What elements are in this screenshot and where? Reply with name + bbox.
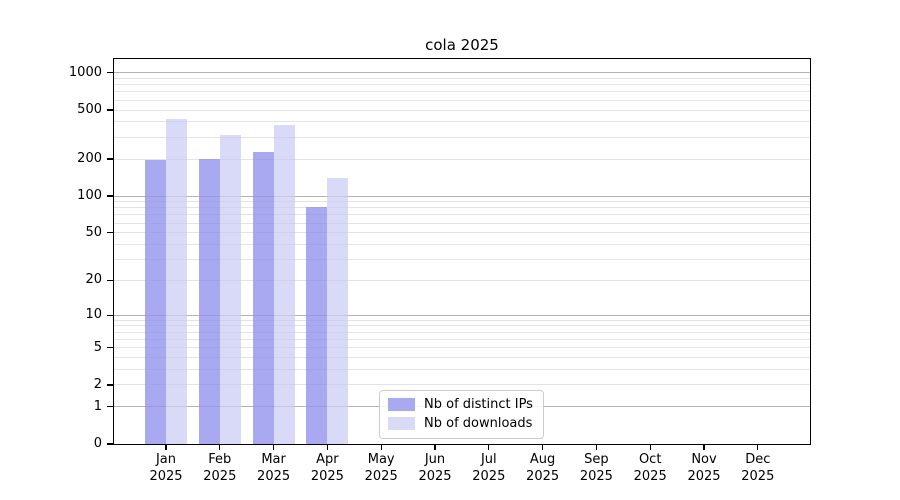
minor-gridline — [114, 347, 810, 349]
x-tick-label-jun: Jun 2025 — [418, 452, 452, 484]
y-tick-label: 20 — [85, 272, 102, 288]
x-tick-mark — [434, 444, 436, 450]
minor-gridline — [114, 109, 810, 111]
minor-gridline — [114, 222, 810, 224]
y-tick-label: 50 — [85, 224, 102, 240]
bar-nb-of-downloads-feb — [219, 134, 241, 444]
minor-gridline — [114, 331, 810, 333]
minor-gridline — [114, 319, 810, 321]
y-tick-label: 10 — [85, 307, 102, 323]
y-tick-mark — [107, 158, 114, 160]
y-tick-label: 500 — [77, 102, 102, 118]
y-tick-mark — [107, 195, 114, 197]
legend: Nb of distinct IPs Nb of downloads — [379, 390, 544, 439]
minor-gridline — [114, 325, 810, 327]
x-tick-label-dec: Dec 2025 — [741, 452, 775, 484]
minor-gridline — [114, 158, 810, 160]
minor-gridline — [114, 232, 810, 234]
x-tick-label-jul: Jul 2025 — [472, 452, 506, 484]
y-tick-label: 2 — [93, 376, 102, 392]
x-tick-label-sep: Sep 2025 — [579, 452, 613, 484]
y-tick-label: 100 — [77, 188, 102, 204]
x-tick-mark — [542, 444, 544, 450]
bar-nb-of-distinct-ips-feb — [198, 159, 220, 444]
x-tick-mark — [649, 444, 651, 450]
x-tick-mark — [273, 444, 275, 450]
major-gridline — [114, 314, 810, 316]
x-tick-label-oct: Oct 2025 — [633, 452, 667, 484]
legend-swatch-downloads — [388, 417, 415, 430]
minor-gridline — [114, 369, 810, 371]
bars-layer — [114, 59, 810, 444]
y-tick-mark — [107, 72, 114, 74]
y-tick-mark — [107, 347, 114, 349]
y-tick-mark — [107, 406, 114, 408]
minor-gridline — [114, 384, 810, 386]
minor-gridline — [114, 136, 810, 138]
bar-nb-of-downloads-jan — [166, 118, 187, 444]
minor-gridline — [114, 259, 810, 260]
y-tick-mark — [107, 232, 114, 234]
minor-gridline — [114, 357, 810, 359]
x-tick-mark — [165, 444, 167, 450]
legend-label-downloads: Nb of downloads — [424, 416, 533, 431]
y-tick-mark — [107, 109, 114, 111]
x-tick-label-feb: Feb 2025 — [203, 452, 237, 484]
x-tick-mark — [326, 444, 328, 450]
bar-nb-of-downloads-mar — [273, 125, 295, 444]
y-tick-mark — [107, 314, 114, 316]
y-tick-label: 200 — [77, 151, 102, 167]
major-gridline — [114, 195, 810, 197]
x-tick-label-aug: Aug 2025 — [526, 452, 560, 484]
minor-gridline — [114, 214, 810, 216]
y-tick-label: 0 — [93, 436, 102, 451]
gridlines-layer — [114, 59, 810, 444]
minor-gridline — [114, 77, 810, 79]
legend-label-distinct-ips: Nb of distinct IPs — [424, 397, 533, 412]
x-tick-mark — [703, 444, 705, 450]
minor-gridline — [114, 207, 810, 209]
bar-nb-of-distinct-ips-apr — [306, 206, 328, 444]
minor-gridline — [114, 84, 810, 86]
minor-gridline — [114, 99, 810, 101]
plot-area — [112, 57, 811, 445]
bar-nb-of-downloads-apr — [327, 178, 349, 444]
x-tick-mark — [595, 444, 597, 450]
x-tick-label-mar: Mar 2025 — [257, 452, 291, 484]
y-tick-label: 1 — [93, 398, 102, 414]
x-tick-mark — [488, 444, 490, 450]
y-tick-mark — [107, 279, 114, 282]
x-tick-label-nov: Nov 2025 — [687, 452, 721, 484]
bar-nb-of-distinct-ips-mar — [252, 152, 274, 444]
y-tick-mark — [107, 384, 114, 386]
legend-item-downloads: Nb of downloads — [388, 416, 533, 431]
legend-swatch-distinct-ips — [388, 398, 415, 411]
major-gridline — [114, 72, 810, 74]
minor-gridline — [114, 243, 810, 245]
x-tick-label-apr: Apr 2025 — [310, 452, 344, 484]
minor-gridline — [114, 279, 810, 281]
y-tick-mark — [107, 443, 114, 445]
y-tick-label: 1000 — [68, 64, 102, 80]
y-tick-label: 5 — [93, 339, 102, 355]
minor-gridline — [114, 338, 810, 340]
minor-gridline — [114, 91, 810, 93]
minor-gridline — [114, 121, 810, 123]
chart-title: cola 2025 — [425, 36, 499, 54]
x-tick-mark — [380, 444, 382, 450]
x-tick-mark — [757, 444, 759, 450]
x-tick-mark — [219, 444, 221, 450]
minor-gridline — [114, 201, 810, 203]
legend-item-distinct-ips: Nb of distinct IPs — [388, 397, 533, 412]
bar-nb-of-distinct-ips-jan — [145, 160, 166, 444]
x-tick-label-may: May 2025 — [364, 452, 398, 484]
x-tick-label-jan: Jan 2025 — [149, 452, 183, 484]
